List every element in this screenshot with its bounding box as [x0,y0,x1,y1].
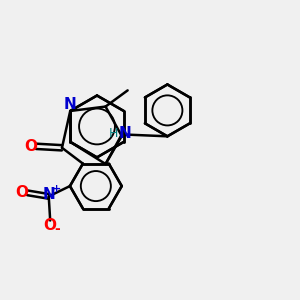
Text: O: O [24,139,37,154]
Text: -: - [54,222,60,236]
Text: +: + [52,184,61,194]
Text: N: N [42,188,55,202]
Text: O: O [44,218,57,233]
Text: N: N [64,97,76,112]
Text: N: N [119,126,132,141]
Text: O: O [16,185,29,200]
Text: H: H [109,127,118,140]
